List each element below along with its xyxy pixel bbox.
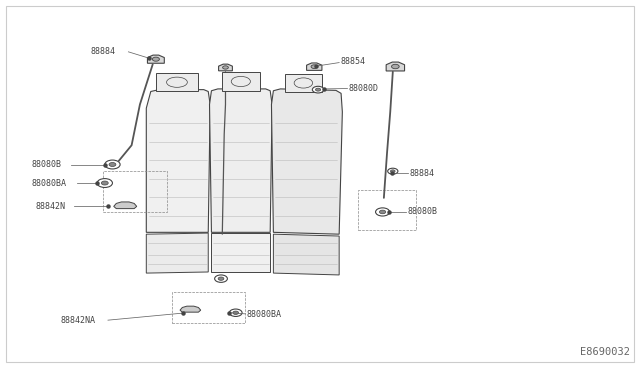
- Polygon shape: [271, 89, 342, 234]
- Text: 88080B: 88080B: [31, 160, 61, 169]
- Text: 88080D: 88080D: [349, 84, 379, 93]
- Text: 88884: 88884: [410, 169, 435, 177]
- Polygon shape: [147, 90, 210, 232]
- Circle shape: [218, 277, 224, 280]
- Circle shape: [376, 208, 390, 216]
- Bar: [103, 171, 167, 212]
- Circle shape: [105, 160, 120, 169]
- Polygon shape: [209, 89, 272, 232]
- Circle shape: [109, 163, 116, 167]
- Polygon shape: [386, 62, 404, 71]
- Polygon shape: [221, 72, 260, 91]
- Circle shape: [97, 179, 113, 187]
- Circle shape: [380, 210, 386, 214]
- Polygon shape: [307, 63, 322, 70]
- Circle shape: [152, 57, 159, 61]
- Circle shape: [223, 66, 228, 69]
- Circle shape: [229, 309, 242, 317]
- Text: 88080BA: 88080BA: [31, 179, 67, 187]
- Polygon shape: [211, 233, 270, 272]
- Polygon shape: [273, 234, 339, 275]
- Polygon shape: [285, 74, 322, 92]
- Text: 88080B: 88080B: [408, 208, 438, 217]
- Circle shape: [392, 64, 399, 69]
- Polygon shape: [156, 73, 198, 92]
- Circle shape: [316, 88, 321, 91]
- Circle shape: [312, 86, 324, 93]
- Polygon shape: [219, 64, 232, 71]
- Polygon shape: [147, 55, 164, 63]
- Circle shape: [390, 170, 395, 173]
- Text: 88842N: 88842N: [36, 202, 66, 211]
- Bar: [172, 292, 245, 323]
- Polygon shape: [114, 202, 137, 209]
- Circle shape: [233, 311, 239, 314]
- Circle shape: [311, 65, 317, 68]
- Circle shape: [214, 275, 227, 282]
- Text: E8690032: E8690032: [580, 347, 630, 357]
- Text: 88842NA: 88842NA: [60, 316, 95, 325]
- Text: 88884: 88884: [90, 47, 115, 56]
- Circle shape: [101, 181, 108, 185]
- Bar: [358, 190, 416, 231]
- Text: 88854: 88854: [340, 57, 365, 66]
- Polygon shape: [147, 233, 208, 273]
- Polygon shape: [180, 306, 201, 312]
- Circle shape: [388, 168, 398, 174]
- Text: 88080BA: 88080BA: [246, 311, 282, 320]
